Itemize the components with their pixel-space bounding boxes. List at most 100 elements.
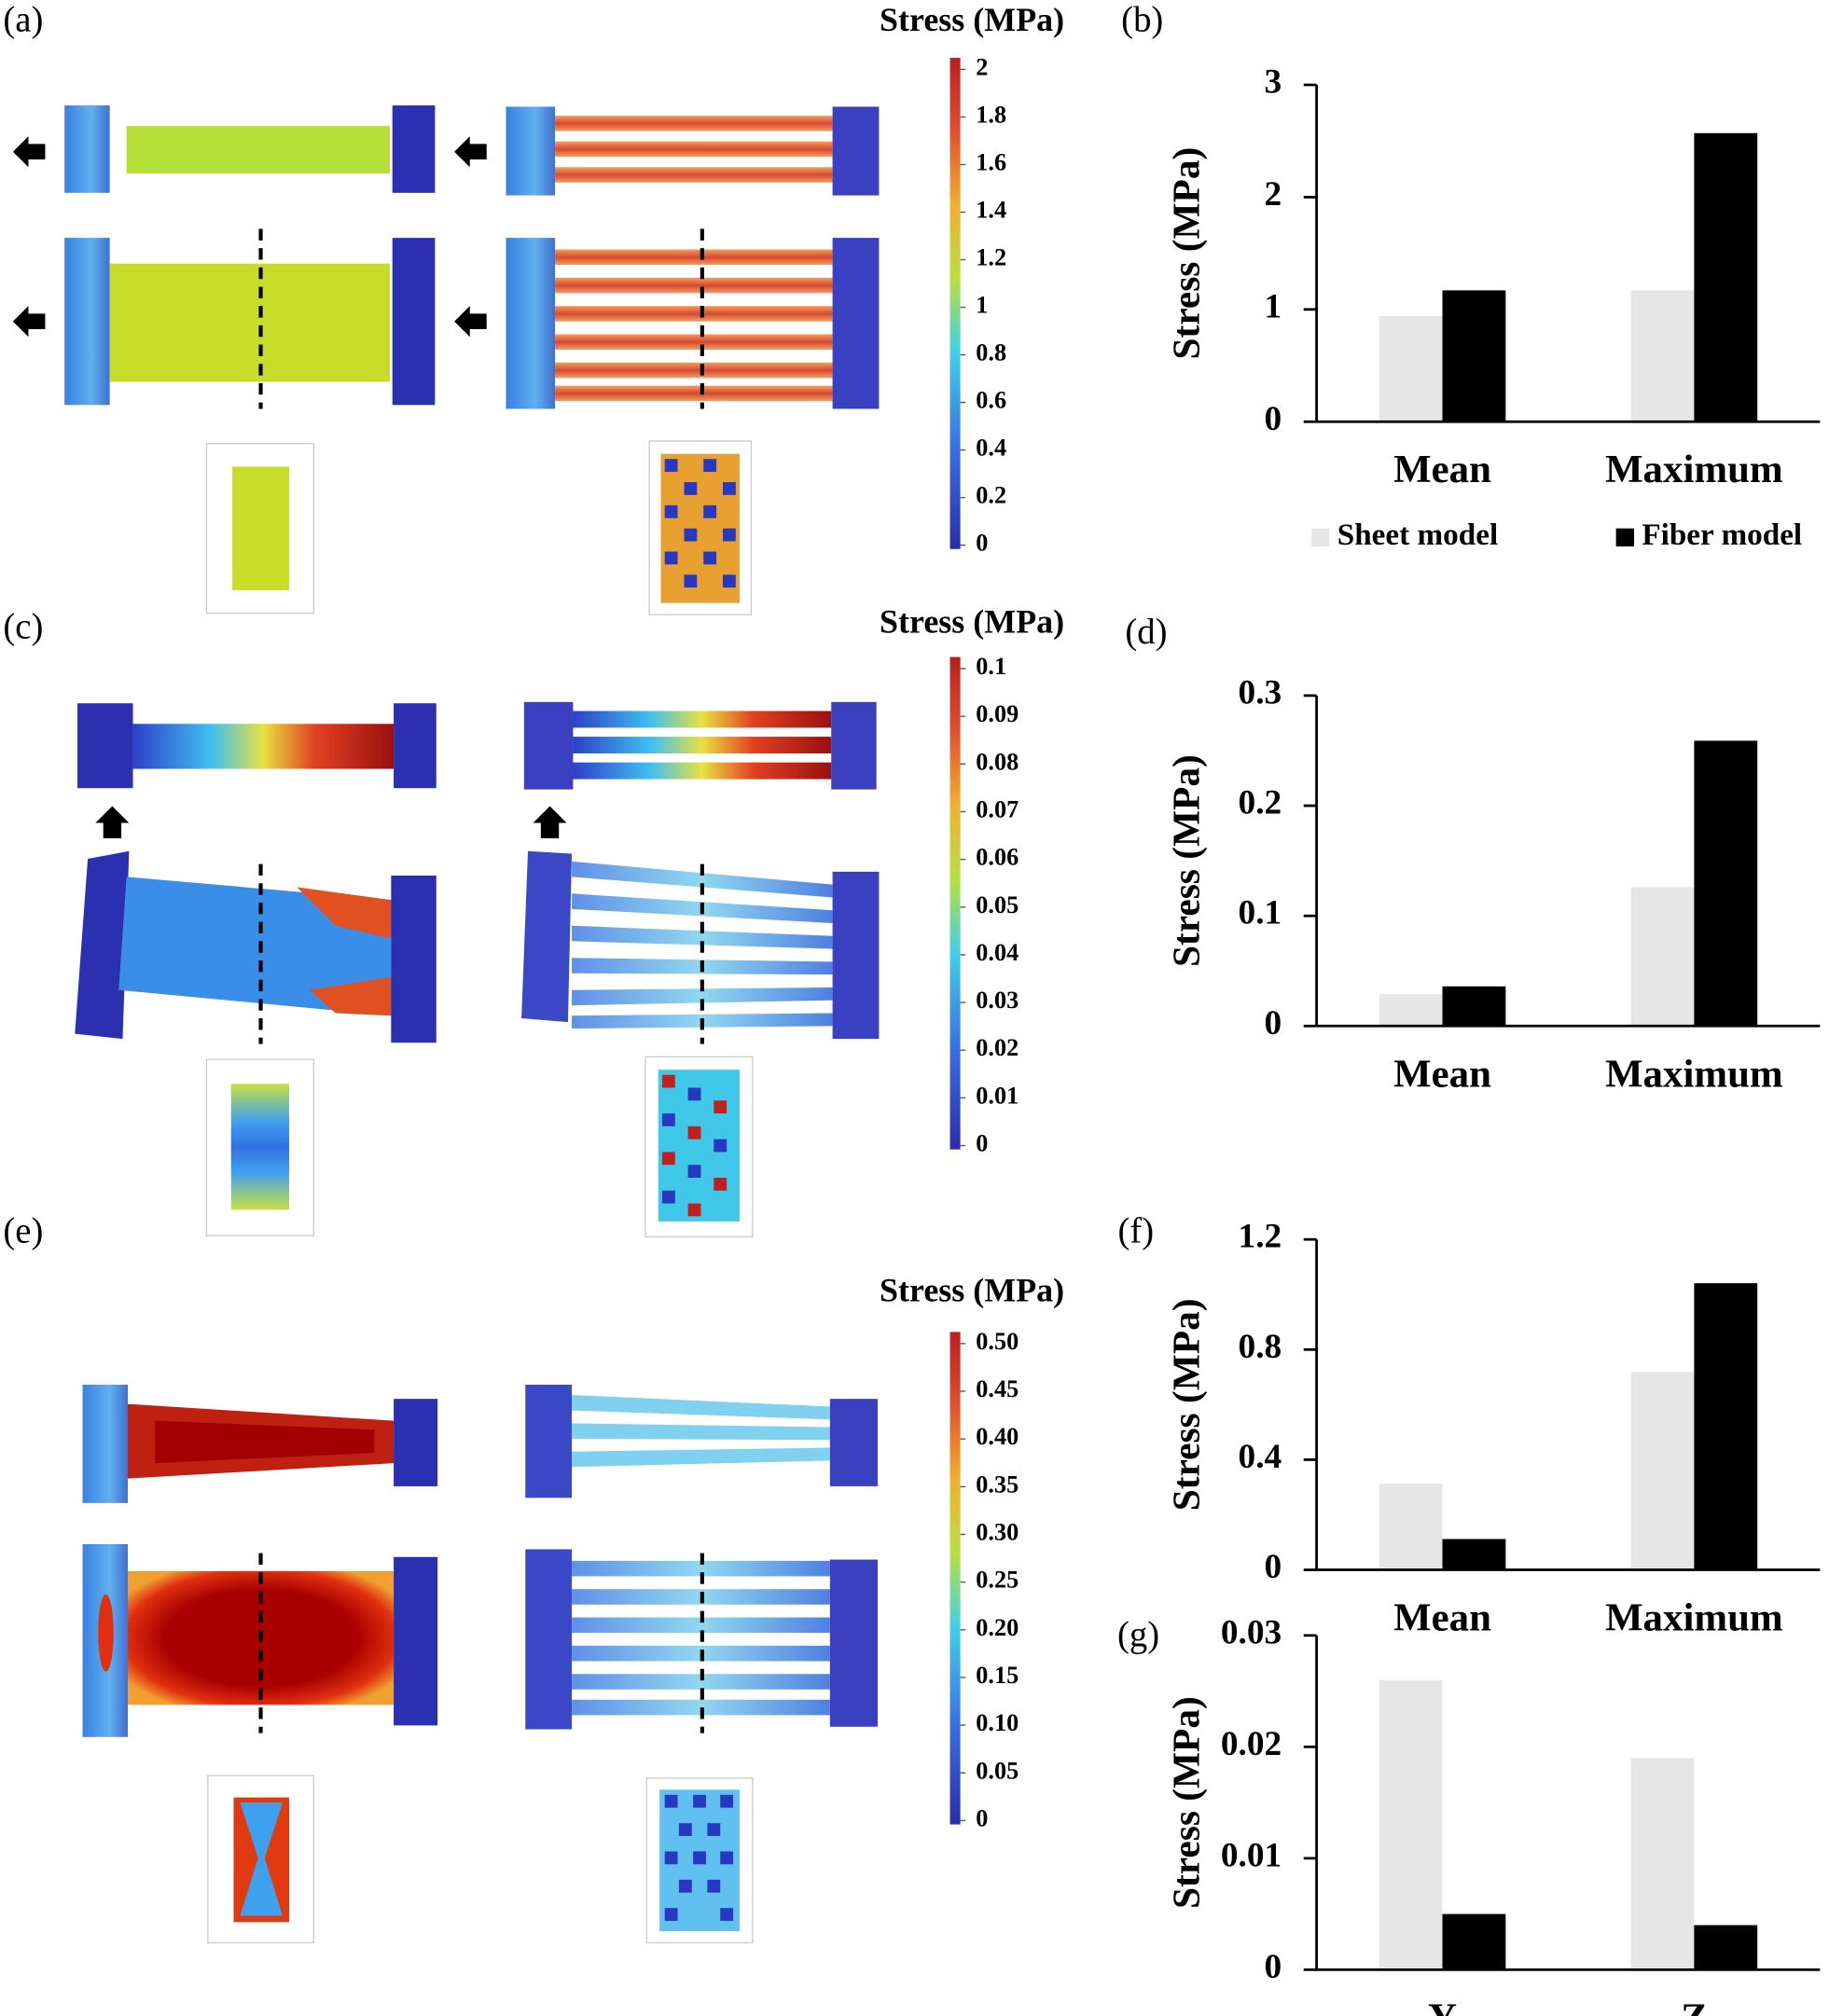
fiber bbox=[555, 116, 833, 131]
arrow bbox=[454, 136, 487, 168]
colorbar-tick-label: 1.6 bbox=[976, 149, 1006, 176]
grip bbox=[831, 701, 877, 790]
grip bbox=[392, 238, 436, 406]
y-tick-label: 0.1 bbox=[1239, 894, 1282, 932]
colorbar-tick-label: 1 bbox=[976, 292, 988, 319]
y-tick-label: 0 bbox=[1265, 400, 1282, 438]
y-tick-label: 0.8 bbox=[1239, 1328, 1282, 1366]
grip bbox=[75, 850, 130, 1040]
panel-label: (b) bbox=[1121, 1, 1163, 40]
y-tick-label: 0.4 bbox=[1239, 1438, 1282, 1476]
colorbar-tick-label: 0.40 bbox=[976, 1423, 1018, 1450]
cross-section-dots bbox=[659, 1789, 740, 1931]
hot-spot bbox=[310, 976, 392, 1016]
bar bbox=[1694, 740, 1758, 1027]
colorbar-tick-label: 0.20 bbox=[976, 1614, 1018, 1641]
y-tick-label: 0.3 bbox=[1239, 674, 1282, 712]
colorbar-title: Stress (MPa) bbox=[880, 602, 1064, 640]
y-axis-title: Stress (MPa) bbox=[1164, 1298, 1208, 1511]
hot-spot bbox=[98, 1594, 114, 1672]
grip bbox=[394, 1556, 438, 1726]
bar bbox=[1379, 994, 1443, 1027]
grip bbox=[82, 1384, 129, 1503]
grip bbox=[829, 1559, 879, 1727]
arrow bbox=[454, 306, 487, 338]
simulation-a bbox=[12, 105, 880, 615]
colorbar-tick-label: 0.8 bbox=[976, 339, 1006, 366]
fiber bbox=[555, 167, 833, 183]
colorbar-tick-label: 0.2 bbox=[976, 482, 1006, 509]
panel-label: (e) bbox=[3, 1212, 43, 1251]
grip bbox=[829, 1399, 879, 1486]
fiber bbox=[555, 141, 833, 158]
colorbar-tick-label: 0.08 bbox=[976, 748, 1018, 775]
bar bbox=[1442, 1913, 1506, 1970]
colorbar-tick-label: 0.10 bbox=[976, 1709, 1018, 1736]
legend-swatch bbox=[1615, 528, 1635, 547]
cross-section-dots bbox=[658, 1070, 740, 1222]
bar bbox=[1379, 1484, 1443, 1570]
x-tick-label: Maximum bbox=[1605, 1596, 1783, 1640]
grip bbox=[394, 1399, 438, 1486]
colorbar-tick-label: 0.35 bbox=[976, 1471, 1018, 1498]
bar bbox=[1694, 1283, 1758, 1570]
y-tick-label: 2 bbox=[1265, 175, 1282, 214]
colorbar-tick-label: 0.07 bbox=[976, 796, 1018, 823]
y-tick-label: 0.01 bbox=[1221, 1836, 1282, 1874]
grip bbox=[832, 871, 880, 1040]
colorbar-tick-label: 0.03 bbox=[976, 987, 1018, 1014]
cross-section-core bbox=[240, 1802, 284, 1916]
x-tick-label: Mean bbox=[1393, 1596, 1491, 1640]
colorbar-tick-label: 0 bbox=[976, 1130, 988, 1157]
fibers bbox=[555, 249, 833, 402]
grip bbox=[506, 106, 556, 196]
grip bbox=[832, 106, 880, 196]
y-tick-label: 1 bbox=[1265, 287, 1282, 325]
colorbar-tick-label: 1.2 bbox=[976, 244, 1006, 271]
x-tick-label: Y bbox=[1428, 1995, 1457, 2016]
bar bbox=[1442, 986, 1506, 1027]
panel-label: (g) bbox=[1117, 1616, 1159, 1655]
colorbar-tick-label: 0.05 bbox=[976, 891, 1018, 918]
colorbar bbox=[949, 1332, 961, 1825]
grip bbox=[391, 875, 436, 1043]
grip bbox=[77, 703, 133, 789]
panel-label: (a) bbox=[3, 1, 43, 40]
bar bbox=[1630, 290, 1695, 422]
panel-label: (f) bbox=[1117, 1212, 1154, 1251]
y-tick-label: 0 bbox=[1265, 1948, 1282, 1986]
grip bbox=[64, 238, 110, 406]
colorbar-tick-label: 0.6 bbox=[976, 387, 1006, 414]
colorbar-tick-label: 1.4 bbox=[976, 197, 1006, 224]
colorbar-title: Stress (MPa) bbox=[880, 1, 1064, 38]
grip bbox=[521, 850, 573, 1023]
fiber bbox=[573, 762, 832, 780]
sheet bbox=[132, 724, 395, 769]
y-axis-title: Stress (MPa) bbox=[1164, 147, 1208, 360]
colorbar-tick-label: 0.01 bbox=[976, 1082, 1018, 1109]
colorbar-tick-label: 2 bbox=[976, 54, 988, 81]
y-axis-title: Stress (MPa) bbox=[1164, 754, 1208, 967]
fibers bbox=[572, 1395, 830, 1468]
bar bbox=[1694, 132, 1758, 422]
simulation-e bbox=[82, 1384, 879, 1944]
arrow bbox=[95, 806, 130, 838]
colorbar-tick-label: 0.4 bbox=[976, 435, 1006, 462]
colorbar-tick-label: 0 bbox=[976, 1804, 988, 1831]
bar bbox=[1379, 316, 1443, 422]
y-tick-label: 0 bbox=[1265, 1548, 1282, 1586]
x-tick-label: Z bbox=[1681, 1995, 1708, 2016]
bar bbox=[1694, 1925, 1758, 1970]
fibers bbox=[572, 861, 833, 1029]
y-tick-label: 0.02 bbox=[1221, 1725, 1282, 1763]
y-tick-label: 0 bbox=[1265, 1004, 1282, 1043]
grip bbox=[394, 703, 436, 789]
sheet bbox=[109, 263, 390, 382]
grip bbox=[64, 105, 110, 193]
panel-label: (c) bbox=[3, 608, 43, 647]
colorbar-title: Stress (MPa) bbox=[880, 1271, 1064, 1308]
y-tick-label: 0.2 bbox=[1239, 784, 1282, 822]
arrow bbox=[12, 306, 46, 338]
colorbar-tick-label: 0.02 bbox=[976, 1034, 1018, 1061]
